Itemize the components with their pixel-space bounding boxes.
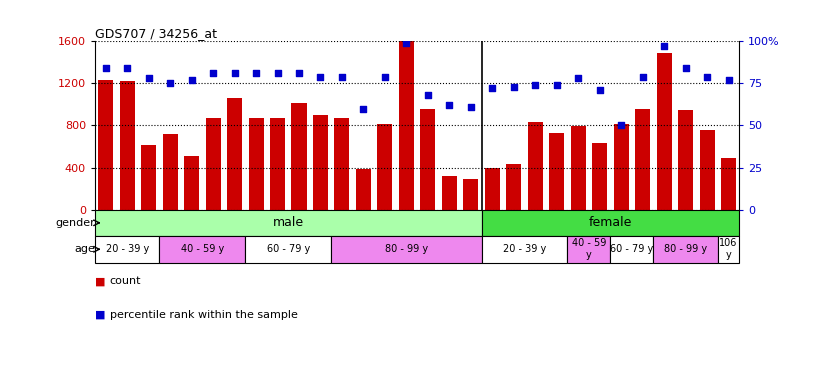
Point [421,92,434,98]
Text: 40 - 59
y: 40 - 59 y [572,238,606,260]
Bar [245,236,331,262]
Text: 60 - 79 y: 60 - 79 y [267,244,310,254]
Text: GDS707 / 34256_at: GDS707 / 34256_at [95,27,217,40]
Bar [313,115,328,210]
Bar [657,53,672,210]
Point [121,65,134,71]
Bar [442,176,457,210]
Bar [163,134,178,210]
Bar [678,110,693,210]
Point [400,40,413,46]
Text: 106
y: 106 y [719,238,738,260]
Text: gender: gender [55,218,95,228]
Bar [506,164,521,210]
Bar [592,143,607,210]
Text: 60 - 79 y: 60 - 79 y [610,244,653,254]
Point [657,43,671,49]
Point [529,82,542,88]
Point [249,70,263,76]
Point [507,84,520,90]
Bar [571,126,586,210]
Bar [420,109,435,210]
Point [228,70,241,76]
Point [486,86,499,92]
Bar [653,236,718,262]
Point [443,102,456,108]
Text: 80 - 99 y: 80 - 99 y [664,244,707,254]
Point [679,65,692,71]
Text: 80 - 99 y: 80 - 99 y [385,244,428,254]
Point [335,74,349,80]
Point [593,87,606,93]
Bar [292,104,306,210]
Point [636,74,649,80]
Text: percentile rank within the sample: percentile rank within the sample [110,310,297,320]
Bar [610,236,653,262]
Point [142,75,155,81]
Point [185,77,198,83]
Bar [377,124,392,210]
Point [314,74,327,80]
Bar [463,178,478,210]
Bar [249,118,263,210]
Point [164,80,177,86]
Bar [159,236,245,262]
Bar [227,98,242,210]
Bar [485,168,500,210]
Point [357,106,370,112]
Bar [335,118,349,210]
Bar [528,122,543,210]
Point [550,82,563,88]
Bar [141,146,156,210]
Text: ■: ■ [95,276,109,286]
Point [572,75,585,81]
Bar [635,109,650,210]
Text: age: age [74,244,95,254]
Text: 40 - 59 y: 40 - 59 y [181,244,224,254]
Point [464,104,477,110]
Bar [184,156,199,210]
Bar [718,236,739,262]
Text: female: female [589,216,632,229]
Bar [356,168,371,210]
Bar [270,118,285,210]
Point [206,70,220,76]
Bar [95,236,159,262]
Text: ■: ■ [95,310,109,320]
Bar [206,118,221,210]
Bar [482,210,739,236]
Point [722,77,735,83]
Point [271,70,284,76]
Point [99,65,112,71]
Bar [567,236,610,262]
Bar [549,133,564,210]
Bar [331,236,482,262]
Text: 20 - 39 y: 20 - 39 y [106,244,149,254]
Point [292,70,306,76]
Point [700,74,714,80]
Bar [120,81,135,210]
Bar [98,80,113,210]
Bar [95,210,482,236]
Bar [399,41,414,210]
Bar [614,124,629,210]
Point [378,74,392,80]
Text: count: count [110,276,141,286]
Text: male: male [273,216,304,229]
Bar [700,130,714,210]
Bar [482,236,567,262]
Bar [721,158,736,210]
Text: 20 - 39 y: 20 - 39 y [503,244,546,254]
Point [615,122,628,128]
